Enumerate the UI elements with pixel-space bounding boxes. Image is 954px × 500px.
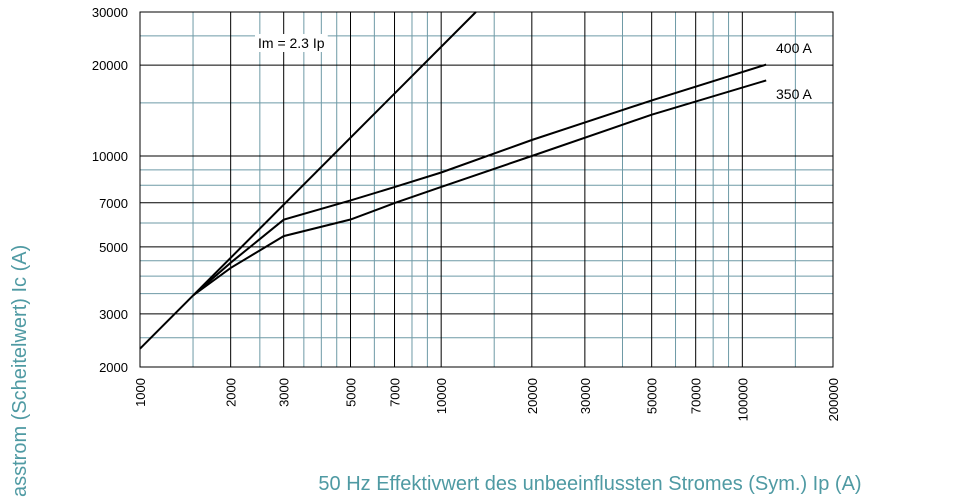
y-tick-label: 7000 bbox=[99, 196, 128, 211]
y-axis-label: asstrom (Scheitelwert) Ic (A) bbox=[9, 245, 31, 497]
y-tick-label: 3000 bbox=[99, 307, 128, 322]
x-tick-label: 20000 bbox=[525, 378, 540, 414]
y-tick-label: 2000 bbox=[99, 360, 128, 375]
y-tick-label: 5000 bbox=[99, 240, 128, 255]
x-tick-label: 50000 bbox=[645, 378, 660, 414]
x-tick-label: 30000 bbox=[578, 378, 593, 414]
x-tick-label: 5000 bbox=[344, 378, 359, 407]
x-tick-label: 200000 bbox=[826, 378, 841, 421]
series-line bbox=[192, 63, 767, 297]
label-background bbox=[255, 34, 328, 52]
series-label: 400 A bbox=[776, 40, 812, 56]
series-label: Im = 2.3 Ip bbox=[258, 35, 325, 51]
series-line bbox=[139, 11, 477, 350]
x-tick-label: 10000 bbox=[434, 378, 449, 414]
y-tick-label: 20000 bbox=[92, 58, 128, 73]
x-tick-label: 2000 bbox=[224, 378, 239, 407]
series-line bbox=[192, 79, 767, 297]
x-tick-label: 3000 bbox=[277, 378, 292, 407]
plot-frame bbox=[139, 11, 834, 368]
y-tick-label: 30000 bbox=[92, 5, 128, 20]
y-tick-label: 10000 bbox=[92, 149, 128, 164]
x-tick-label: 7000 bbox=[388, 378, 403, 407]
x-tick-label: 70000 bbox=[689, 378, 704, 414]
x-axis-label: 50 Hz Effektivwert des unbeeinflussten S… bbox=[318, 473, 861, 495]
x-tick-label: 100000 bbox=[735, 378, 750, 421]
series-label: 350 A bbox=[776, 86, 812, 102]
x-tick-label: 1000 bbox=[133, 378, 148, 407]
